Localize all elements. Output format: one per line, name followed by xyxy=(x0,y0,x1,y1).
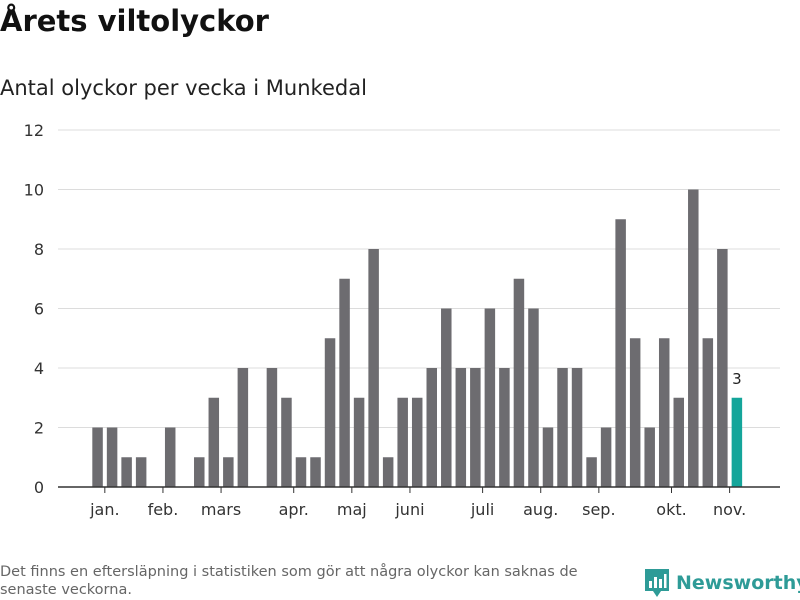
y-tick-label: 2 xyxy=(34,419,44,438)
x-tick-label: okt. xyxy=(656,500,686,519)
newsworthy-logo-icon xyxy=(645,569,669,597)
bar xyxy=(281,397,292,487)
x-tick-label: maj xyxy=(337,500,367,519)
y-tick-label: 8 xyxy=(34,240,44,259)
bar xyxy=(513,278,525,487)
x-tick-label: aug. xyxy=(523,500,558,519)
bar xyxy=(353,397,365,487)
x-tick-label: juni xyxy=(394,500,424,519)
bar xyxy=(586,457,597,487)
y-tick-label: 12 xyxy=(24,121,44,140)
y-tick-label: 4 xyxy=(34,359,44,378)
bar xyxy=(237,368,249,487)
bar xyxy=(121,457,132,487)
bar xyxy=(557,368,568,487)
bar xyxy=(441,308,452,487)
bar xyxy=(266,368,278,487)
x-tick-label: sep. xyxy=(582,500,615,519)
data-label: 3 xyxy=(732,370,742,388)
bar xyxy=(571,368,583,487)
bar xyxy=(339,278,350,487)
bar xyxy=(528,308,539,487)
bar xyxy=(629,338,641,487)
bar xyxy=(644,427,655,487)
x-tick-label: juli xyxy=(470,500,494,519)
y-tick-label: 10 xyxy=(24,181,44,200)
x-tick-label: mars xyxy=(201,500,241,519)
bar xyxy=(397,397,408,487)
bar xyxy=(382,457,394,487)
bar xyxy=(194,457,205,487)
x-tick-label: nov. xyxy=(713,500,746,519)
bar xyxy=(411,397,423,487)
y-tick-label: 6 xyxy=(34,300,44,319)
bar xyxy=(106,427,118,487)
bar xyxy=(135,457,147,487)
newsworthy-logo[interactable]: Newsworthy xyxy=(644,568,800,598)
bar xyxy=(92,427,103,487)
bar-current-week xyxy=(731,397,743,487)
bar xyxy=(368,249,379,487)
footnote: Det finns en eftersläpning i statistiken… xyxy=(0,564,578,598)
bar xyxy=(658,338,670,487)
bar xyxy=(615,219,626,487)
chart-subtitle: Antal olyckor per vecka i Munkedal xyxy=(0,76,367,100)
bar xyxy=(470,368,481,487)
bar xyxy=(499,368,510,487)
bar xyxy=(484,308,496,487)
bar xyxy=(542,427,554,487)
x-tick-label: apr. xyxy=(279,500,309,519)
y-tick-label: 0 xyxy=(34,478,44,497)
bar xyxy=(688,189,699,487)
bar xyxy=(164,427,176,487)
bar xyxy=(223,457,234,487)
bar xyxy=(455,368,467,487)
bar xyxy=(426,368,437,487)
x-tick-label: feb. xyxy=(148,500,179,519)
newsworthy-logo-text: Newsworthy xyxy=(676,572,800,594)
bar xyxy=(717,249,728,487)
bar xyxy=(673,397,685,487)
bar xyxy=(324,338,336,487)
chart-title: Årets viltolyckor xyxy=(0,4,269,38)
x-tick-label: jan. xyxy=(89,500,119,519)
bar xyxy=(295,457,307,487)
bar xyxy=(310,457,321,487)
bar xyxy=(702,338,714,487)
bar xyxy=(600,427,612,487)
bar xyxy=(208,397,220,487)
